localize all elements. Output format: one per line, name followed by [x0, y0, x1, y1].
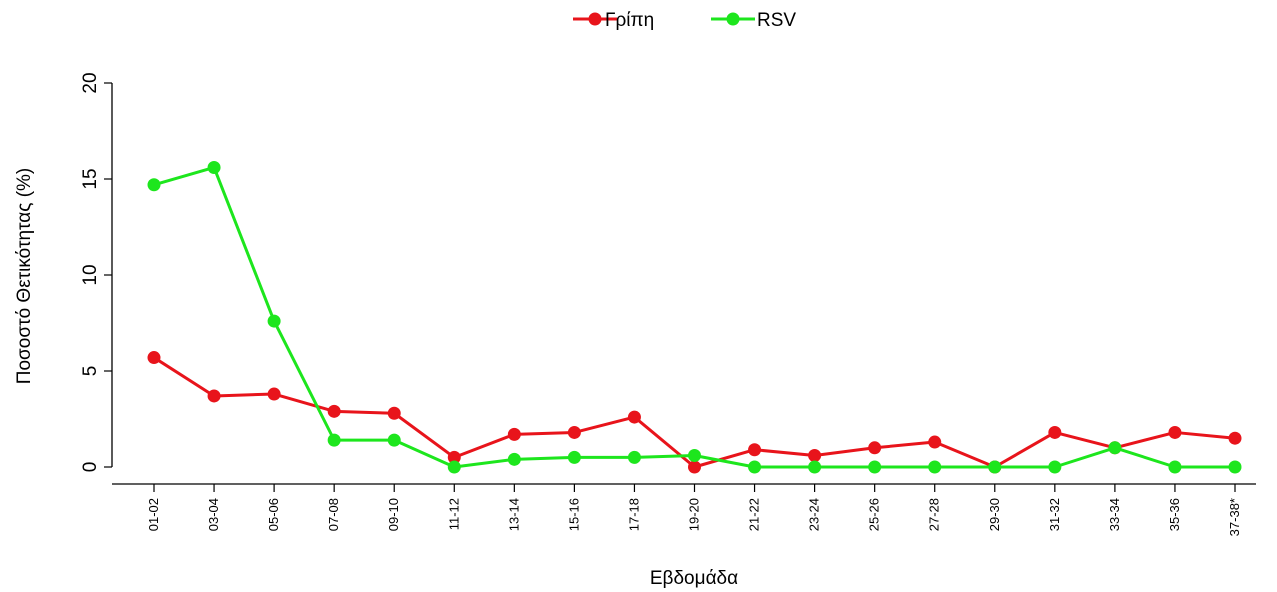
x-tick-label: 35-36: [1167, 498, 1182, 531]
data-point: [507, 452, 521, 466]
legend-marker: [588, 12, 602, 26]
data-point: [627, 450, 641, 464]
y-tick-label: 10: [80, 264, 101, 285]
x-tick-label: 13-14: [506, 498, 521, 531]
x-tick-label: 03-04: [206, 498, 221, 531]
x-tick-label: 27-28: [927, 498, 942, 531]
x-tick-label: 15-16: [566, 498, 581, 531]
data-point: [267, 314, 281, 328]
data-point: [1108, 441, 1122, 455]
data-point: [868, 441, 882, 455]
y-tick-label: 0: [80, 462, 101, 473]
data-point: [928, 460, 942, 474]
data-point: [327, 433, 341, 447]
data-point: [688, 460, 701, 474]
y-axis: 0 5 10 15 20: [80, 72, 113, 473]
series-layer: [147, 160, 1242, 474]
data-point: [567, 425, 581, 439]
y-tick-label: 15: [80, 168, 101, 189]
data-point: [267, 387, 281, 401]
x-tick-label: 19-20: [687, 498, 702, 531]
legend: Γρίπη RSV: [573, 10, 796, 31]
x-tick-label: 37-38*: [1227, 498, 1242, 536]
y-tick-label: 20: [80, 72, 101, 93]
legend-item: RSV: [711, 10, 796, 31]
data-point: [868, 460, 882, 474]
data-point: [387, 433, 401, 447]
data-point: [1168, 460, 1182, 474]
data-point: [387, 406, 401, 420]
x-tick-label: 17-18: [626, 498, 641, 531]
data-point: [1228, 431, 1242, 445]
data-point: [507, 427, 521, 441]
legend-label: RSV: [757, 10, 796, 31]
x-tick-label: 11-12: [446, 498, 461, 530]
data-point: [447, 460, 461, 474]
data-point: [147, 178, 161, 192]
data-point: [627, 410, 641, 424]
data-point: [808, 448, 822, 462]
y-axis-title: Ποσοστό Θετικότητας (%): [14, 168, 35, 384]
data-point: [567, 450, 581, 464]
legend-item: Γρίπη: [573, 10, 654, 31]
data-point: [748, 460, 762, 474]
data-point: [447, 450, 461, 464]
data-point: [207, 389, 221, 403]
legend-label: Γρίπη: [605, 10, 654, 31]
x-axis-title: Εβδομάδα: [650, 568, 738, 589]
data-point: [147, 351, 161, 365]
x-tick-label: 23-24: [807, 498, 822, 531]
data-point: [988, 460, 1002, 474]
data-point: [1228, 460, 1242, 474]
data-point: [1048, 460, 1062, 474]
data-point: [1048, 425, 1062, 439]
x-tick-label: 29-30: [987, 498, 1002, 531]
data-point: [928, 435, 942, 449]
x-tick-label: 07-08: [326, 498, 341, 531]
data-point: [1168, 425, 1182, 439]
x-tick-label: 05-06: [266, 498, 281, 531]
series-2: [147, 160, 1242, 474]
data-point: [748, 443, 762, 457]
x-axis: 01-02 03-04 05-06 07-08 09-10 11-12 13-14 15-16…: [112, 483, 1256, 536]
x-tick-label: 21-22: [747, 498, 762, 531]
x-tick-label: 25-26: [867, 498, 882, 531]
data-point: [808, 460, 822, 474]
y-tick-label: 5: [80, 366, 101, 377]
data-point: [327, 404, 341, 418]
x-tick-label: 01-02: [146, 498, 161, 531]
series-1: [147, 351, 1242, 474]
x-tick-label: 31-32: [1047, 498, 1062, 531]
data-point: [207, 160, 221, 174]
legend-marker: [726, 12, 740, 26]
x-tick-label: 33-34: [1107, 498, 1122, 531]
x-tick-label: 09-10: [386, 498, 401, 531]
series-line: [153, 165, 1235, 469]
data-point: [688, 448, 701, 462]
